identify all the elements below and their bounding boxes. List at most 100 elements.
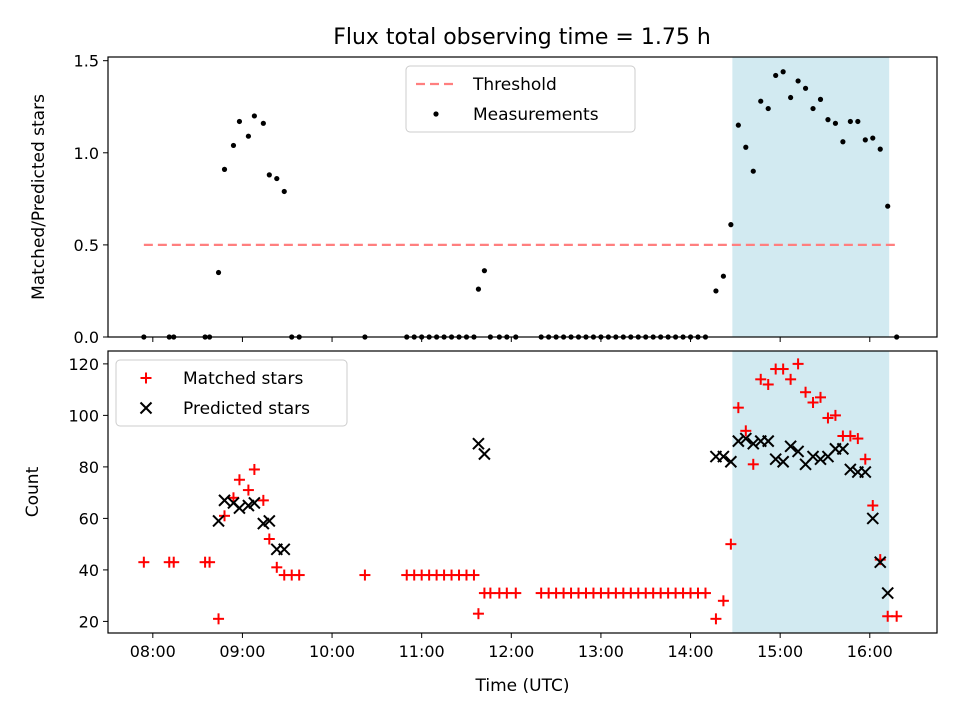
- measurement-point: [780, 69, 786, 75]
- matched-star-point: [785, 373, 797, 385]
- predicted-star-point: [478, 447, 491, 461]
- legend-plus-swatch: [140, 372, 152, 384]
- predicted-star-point: [724, 455, 738, 468]
- measurement-point: [758, 98, 764, 104]
- ratio-y-axis-label: Matched/Predicted stars: [29, 94, 49, 300]
- measurement-point: [817, 96, 824, 102]
- count-axes: 08:00 09:00 10:00 11:00 12:00 13:00 14:00 15:00…: [68, 355, 892, 661]
- measurement-point: [245, 133, 252, 139]
- measurement-point: [743, 144, 749, 150]
- legend-label: Threshold: [472, 75, 557, 95]
- y-tick-label: 100: [68, 406, 99, 425]
- y-tick-label: 120: [68, 355, 99, 374]
- matched-star-point: [800, 386, 812, 398]
- observing-span: [732, 351, 890, 633]
- measurement-point: [274, 175, 280, 182]
- measurement-point: [266, 172, 272, 178]
- count-y-axis-label: Count: [23, 466, 43, 517]
- measurement-point: [802, 85, 809, 91]
- matched-star-point: [468, 569, 480, 581]
- measurement-point: [281, 188, 287, 195]
- matched-star-point: [168, 556, 180, 568]
- measurement-point: [773, 72, 779, 79]
- predicted-star-point: [278, 543, 291, 556]
- count-panel: 08:00 09:00 10:00 11:00 12:00 13:00 14:00 15:00…: [23, 350, 938, 696]
- predicted-star-point: [212, 514, 225, 528]
- predicted-star-point: [836, 442, 850, 456]
- matched-star-point: [755, 373, 767, 385]
- matched-star-point: [807, 397, 819, 409]
- y-tick-label: 1.0: [74, 144, 99, 163]
- x-tick-label: 09:00: [219, 642, 265, 661]
- matched-star-point: [248, 463, 260, 475]
- y-tick-label: 80: [79, 458, 99, 477]
- matched-star-point: [777, 363, 789, 375]
- legend-label: Matched stars: [183, 369, 303, 389]
- predicted-star-point: [814, 452, 827, 466]
- matched-star-point: [829, 409, 841, 421]
- matched-star-point: [213, 613, 225, 625]
- measurement-point: [765, 105, 771, 112]
- measurement-point: [750, 168, 756, 174]
- measurement-point: [847, 118, 853, 125]
- predicted-star-point: [769, 452, 782, 466]
- x-tick-label: 15:00: [757, 642, 803, 661]
- x-tick-label: 16:00: [847, 642, 893, 661]
- matched-star-point: [233, 474, 245, 486]
- predicted-star-point: [866, 512, 879, 525]
- matched-star-point: [725, 538, 737, 550]
- x-tick-label: 14:00: [667, 642, 713, 661]
- measurement-point: [481, 268, 488, 274]
- y-tick-label: 60: [79, 509, 99, 528]
- x-tick-label: 12:00: [488, 642, 534, 661]
- matched-star-point: [204, 556, 216, 568]
- legend-box: [115, 359, 348, 427]
- y-tick-label: 20: [79, 612, 99, 631]
- measurement-point: [221, 166, 228, 172]
- matched-star-point: [271, 561, 283, 573]
- measurement-point: [260, 120, 266, 126]
- matched-star-point: [138, 556, 150, 568]
- matched-star-point: [227, 492, 239, 504]
- matched-star-point: [510, 587, 522, 599]
- matched-star-point: [359, 569, 371, 581]
- predicted-star-point: [791, 445, 805, 458]
- measurement-point: [728, 222, 734, 228]
- matched-star-point: [852, 433, 864, 445]
- matched-star-point: [219, 510, 231, 522]
- legend-box: [405, 65, 636, 133]
- matched-star-point: [891, 610, 903, 622]
- x-tick-label: 11:00: [399, 642, 445, 661]
- matched-star-point: [710, 613, 722, 625]
- x-tick-label: 10:00: [309, 642, 355, 661]
- predicted-star-point: [233, 501, 246, 515]
- predicted-star-point: [806, 450, 820, 463]
- predicted-star-point: [776, 455, 790, 468]
- predicted-star-point: [859, 465, 872, 479]
- legend-cross-swatch: [139, 401, 153, 415]
- figure-title: Flux total observing time = 1.75 h: [333, 25, 711, 50]
- matched-star-point: [747, 458, 759, 470]
- matched-star-point: [814, 391, 826, 403]
- matched-star-point: [732, 402, 744, 414]
- measurement-point: [720, 273, 727, 279]
- matched-star-point: [699, 587, 711, 599]
- legend-label: Predicted stars: [183, 399, 310, 419]
- matched-star-point: [844, 430, 856, 442]
- y-tick-label: 40: [79, 561, 99, 580]
- matched-star-point: [717, 595, 729, 607]
- predicted-star-point: [762, 434, 775, 448]
- matched-star-point: [822, 412, 834, 424]
- predicted-star-point: [784, 440, 797, 453]
- predicted-star-point: [248, 496, 261, 510]
- measurement-point: [236, 118, 243, 125]
- legend-label: Measurements: [473, 105, 599, 125]
- predicted-star-point: [874, 555, 887, 569]
- predicted-star-point: [747, 437, 760, 450]
- measurement-point: [855, 118, 861, 125]
- y-tick-label: 0.0: [74, 328, 99, 347]
- matched-star-point: [293, 569, 305, 581]
- matched-star-point: [859, 453, 871, 465]
- measurement-point: [885, 203, 891, 209]
